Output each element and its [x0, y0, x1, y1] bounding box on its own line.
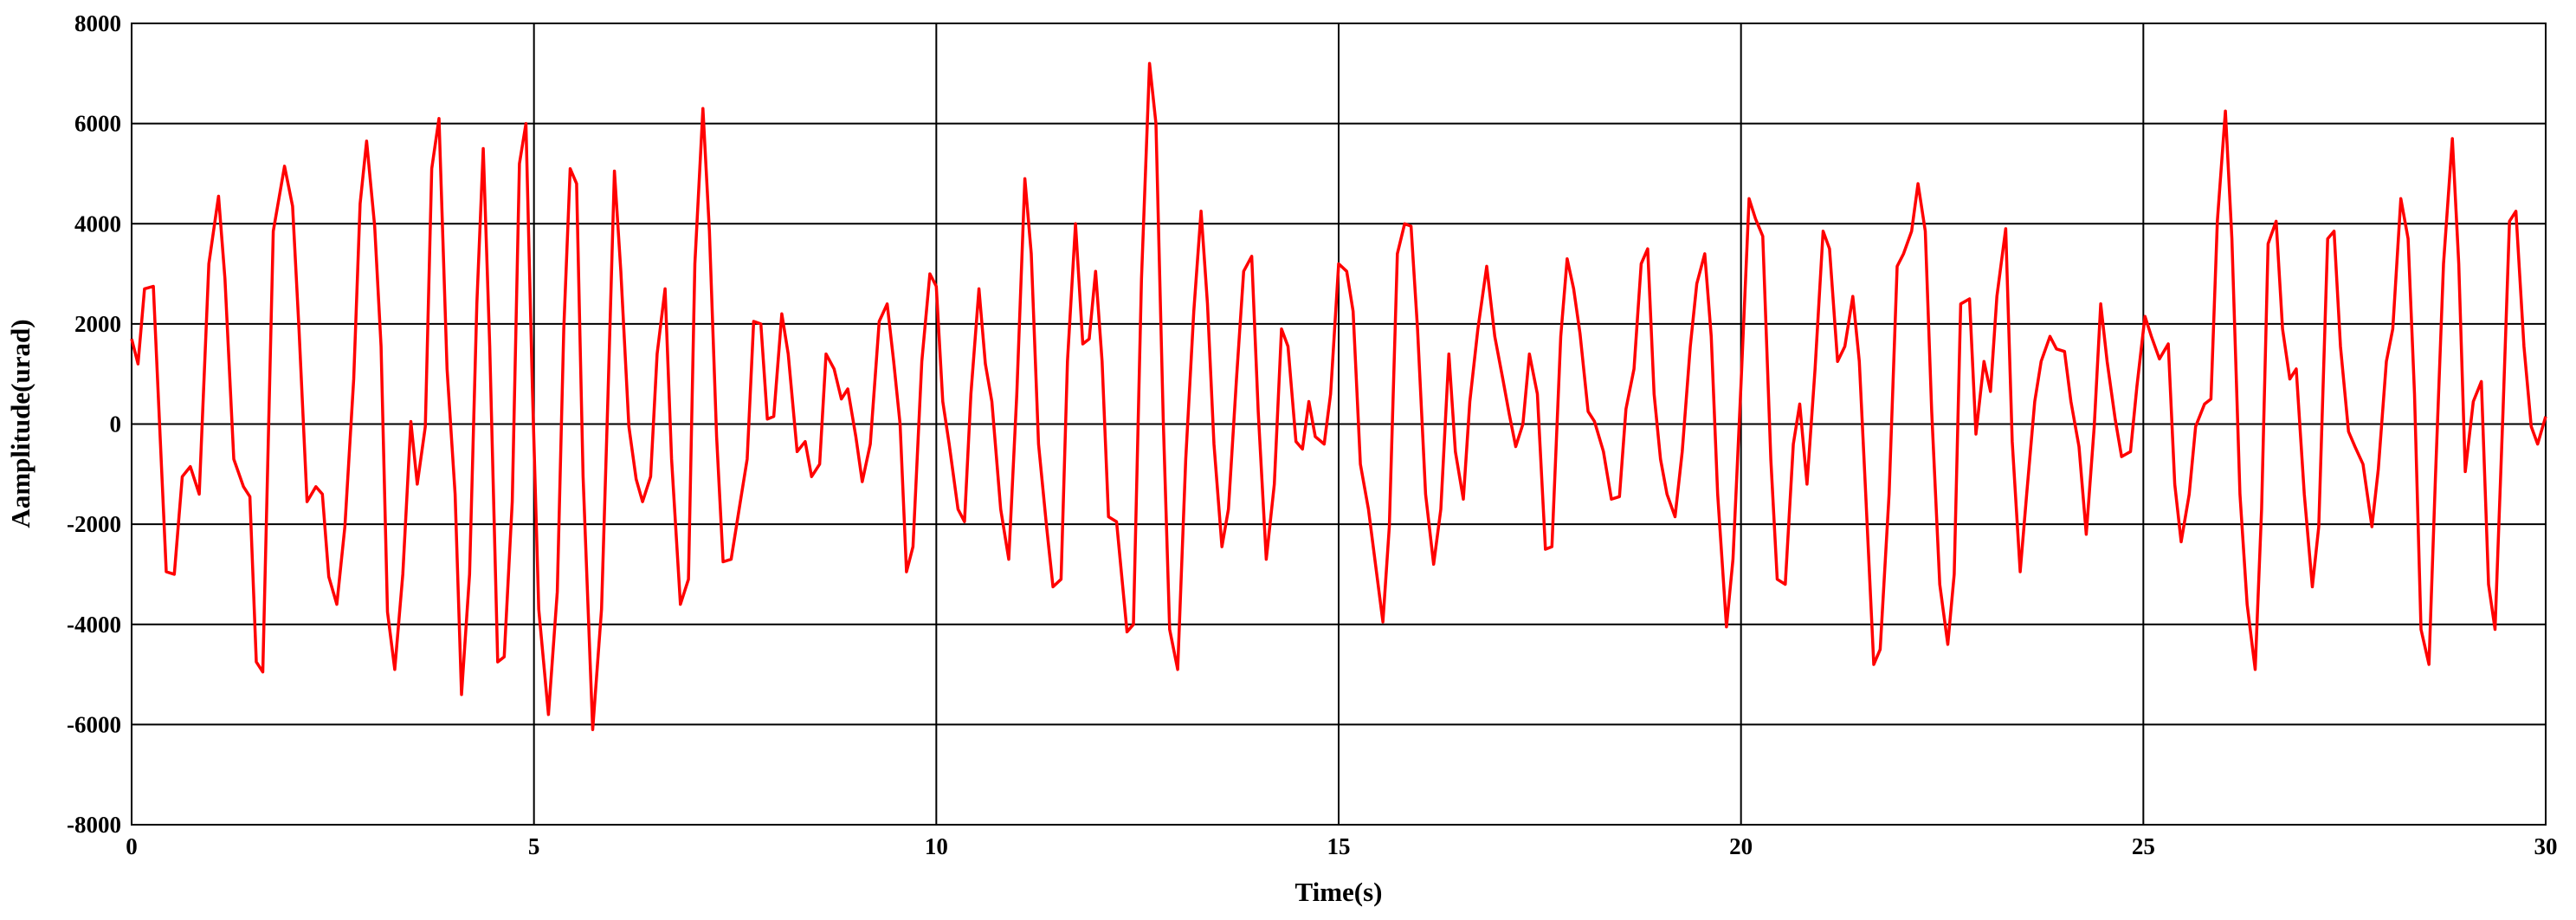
x-axis-label: Time(s)	[1294, 877, 1382, 907]
data-line	[130, 62, 2547, 731]
x-tick-label: 25	[2132, 833, 2155, 859]
y-tick-label: -2000	[67, 511, 121, 537]
y-tick-label: 2000	[74, 311, 121, 337]
x-tick-label: 10	[925, 833, 948, 859]
x-tick-label: 0	[126, 833, 138, 859]
x-tick-label: 5	[528, 833, 540, 859]
y-tick-label: 4000	[74, 211, 121, 236]
plot-frame	[131, 23, 2547, 826]
x-tick-label: 15	[1327, 833, 1351, 859]
y-axis-label: Aamplitude(urad)	[5, 319, 36, 528]
y-tick-label: -8000	[67, 812, 121, 838]
x-tick-label: 30	[2534, 833, 2558, 859]
x-tick-label: 20	[1729, 833, 1753, 859]
y-tick-label: 6000	[74, 111, 121, 137]
y-tick-label: 8000	[74, 10, 121, 36]
y-tick-label: -4000	[67, 612, 121, 638]
y-tick-label: 0	[110, 411, 122, 437]
y-tick-label: -6000	[67, 711, 121, 737]
